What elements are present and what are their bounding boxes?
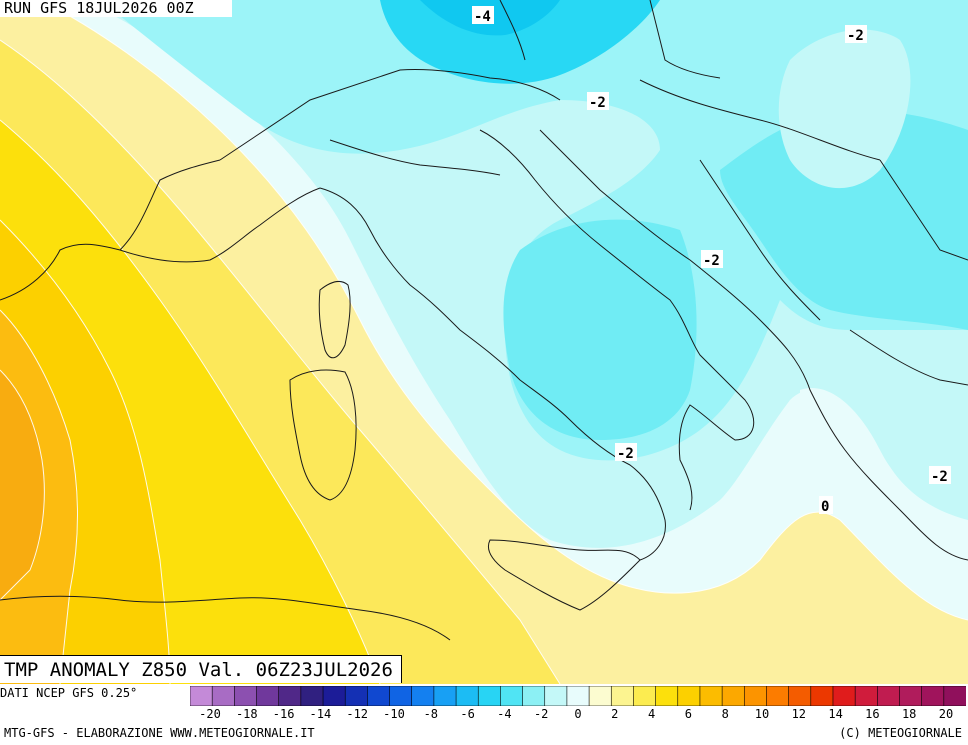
legend-swatch — [832, 686, 856, 706]
legend-swatch — [921, 686, 945, 706]
legend-tick-label: -16 — [272, 707, 295, 721]
legend-tick-label: 2 — [611, 707, 619, 721]
temperature-anomaly-map: -4 -2 -2 -2 -2 -2 0 — [0, 0, 968, 684]
legend-swatch — [566, 686, 590, 706]
coastlines-and-borders — [0, 0, 968, 641]
data-source-label: DATI NCEP GFS 0.25° — [0, 686, 138, 700]
footer-copyright: (C) METEOGIORNALE — [839, 726, 962, 740]
legend-tick-label: 12 — [791, 707, 807, 721]
legend-swatch — [810, 686, 834, 706]
legend-tick-label: 14 — [828, 707, 843, 721]
contour-label-m2-calabria: -2 — [617, 446, 634, 462]
map-title: TMP ANOMALY Z850 Val. 06Z23JUL2026 — [0, 655, 402, 683]
legend-swatch — [500, 686, 524, 706]
legend-tick-label: -4 — [497, 707, 512, 721]
contour-label-m4: -4 — [474, 9, 491, 25]
legend-swatch — [455, 686, 480, 706]
legend-swatch — [389, 686, 413, 706]
legend-tick-label: -2 — [533, 707, 549, 721]
legend-swatch — [877, 686, 901, 706]
legend-swatch — [610, 686, 635, 706]
legend-swatch — [766, 686, 790, 706]
footer-credit: MTG-GFS - ELABORAZIONE WWW.METEOGIORNALE… — [4, 726, 315, 740]
contour-label-m2-adriatic: -2 — [703, 253, 720, 269]
field-band-m2-east — [720, 110, 968, 330]
legend-swatch — [544, 686, 568, 706]
legend-tick-label: -18 — [235, 707, 258, 721]
legend-tick-label: 20 — [938, 707, 954, 721]
legend-swatch — [344, 686, 369, 706]
field-band-m2-core — [503, 219, 697, 440]
legend-tick-label: -10 — [383, 707, 405, 721]
legend-tick-label: 4 — [647, 707, 656, 721]
legend-tick-label: 18 — [901, 707, 917, 721]
legend-tick-label: 6 — [684, 707, 693, 721]
legend-tick-label: -12 — [346, 707, 369, 721]
legend-swatch — [256, 686, 280, 706]
isotherm-lines — [0, 0, 968, 684]
legend-swatch — [588, 686, 613, 706]
legend-swatch — [522, 686, 546, 706]
legend-swatch — [190, 686, 213, 706]
legend-swatch — [943, 686, 966, 706]
field-band-0-balkan — [800, 388, 968, 560]
contour-label-m2-east: -2 — [931, 469, 948, 485]
legend-tick-label: -14 — [309, 707, 332, 721]
legend-tick-label: -6 — [460, 707, 475, 721]
legend-swatch — [655, 686, 679, 706]
field-band-m2-inner — [100, 0, 968, 461]
legend-swatch — [433, 686, 457, 706]
legend-swatch — [699, 686, 723, 706]
legend-swatch — [300, 686, 324, 706]
legend-swatch — [854, 686, 879, 706]
legend-swatch — [234, 686, 258, 706]
color-legend-bar — [190, 686, 966, 706]
contour-label-zero: 0 — [821, 499, 829, 515]
legend-tick-label: 10 — [754, 707, 770, 721]
color-legend-labels: -20 -18 -16 -14 -12 -10 -8 -6 -4 -2 0 2 4 6 8 10 12 14 16 1… — [190, 707, 966, 723]
legend-tick-label: -8 — [423, 707, 439, 721]
legend-swatch — [211, 686, 236, 706]
run-info-label: RUN GFS 18JUL2026 00Z — [0, 0, 232, 17]
legend-swatch — [899, 686, 923, 706]
contour-label-m2-north: -2 — [589, 95, 606, 111]
field-band-m2-northeast-light — [778, 29, 911, 189]
legend-tick-label: -20 — [199, 707, 221, 721]
legend-swatch — [721, 686, 746, 706]
legend-swatch — [477, 686, 502, 706]
legend-tick-label: 0 — [574, 707, 582, 721]
contour-labels: -4 -2 -2 -2 -2 -2 0 — [472, 6, 951, 515]
legend-swatch — [411, 686, 435, 706]
field-band-10to12 — [0, 370, 45, 600]
legend-swatch — [633, 686, 657, 706]
legend-swatch — [367, 686, 391, 706]
legend-tick-label: 16 — [865, 707, 880, 721]
legend-swatch — [743, 686, 768, 706]
legend-swatch — [677, 686, 701, 706]
legend-swatch — [788, 686, 812, 706]
legend-tick-label: 8 — [721, 707, 729, 721]
legend-swatch — [278, 686, 302, 706]
contour-label-m2-ne: -2 — [847, 28, 864, 44]
legend-swatch — [322, 686, 346, 706]
